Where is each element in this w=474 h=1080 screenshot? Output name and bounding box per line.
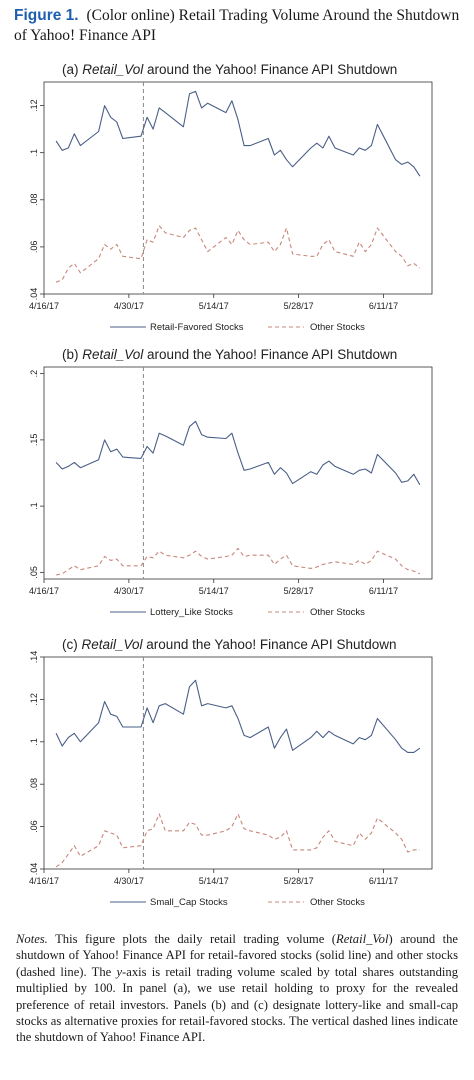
series-line-favored-stocks — [55, 420, 421, 486]
x-tick-label: 5/28/17 — [284, 586, 314, 596]
series-line-favored-stocks — [55, 679, 421, 753]
x-tick-label: 5/14/17 — [199, 586, 229, 596]
panel-title-prefix: (c) — [62, 637, 82, 652]
x-tick-label: 4/16/17 — [29, 876, 59, 886]
y-tick-label: .08 — [29, 778, 39, 791]
figure-title: Figure 1. (Color online) Retail Trading … — [14, 6, 464, 46]
notes-var-y: y — [116, 964, 123, 979]
plot-frame — [43, 81, 433, 295]
y-tick-label: .2 — [29, 370, 39, 378]
panel-title-rest: around the Yahoo! Finance API Shutdown — [143, 637, 397, 652]
legend-label: Small_Cap Stocks — [150, 897, 228, 908]
figure-caption: (Color online) Retail Trading Volume Aro… — [14, 7, 460, 44]
x-tick-label: 5/28/17 — [284, 301, 314, 311]
y-tick-label: .04 — [29, 863, 39, 876]
panel-title-variable: Retail_Vol — [82, 347, 144, 362]
series-line-other-stocks — [55, 225, 421, 283]
y-tick-label: .12 — [29, 693, 39, 706]
figure-label: Figure 1. — [14, 7, 79, 24]
panel-title-variable: Retail_Vol — [82, 637, 144, 652]
panel-title: (b) Retail_Vol around the Yahoo! Finance… — [62, 347, 397, 362]
y-tick-label: .15 — [29, 434, 39, 447]
series-line-other-stocks — [55, 813, 420, 868]
y-tick-label: .04 — [29, 288, 39, 301]
panel-title-rest: around the Yahoo! Finance API Shutdown — [143, 347, 397, 362]
notes-label: Notes. — [16, 932, 48, 946]
notes-text-1: This figure plots the daily retail tradi… — [47, 932, 336, 946]
panel-title: (c) Retail_Vol around the Yahoo! Finance… — [62, 637, 396, 652]
legend-label: Other Stocks — [310, 322, 365, 333]
chart-panel-c: (c) Retail_Vol around the Yahoo! Finance… — [29, 637, 433, 908]
panel-title-prefix: (a) — [62, 62, 82, 77]
panel-title-prefix: (b) — [62, 347, 82, 362]
x-tick-label: 4/30/17 — [114, 586, 144, 596]
plot-frame — [43, 366, 433, 580]
notes-text-3: -axis is retail trading volume scaled by… — [16, 964, 458, 1045]
series-line-other-stocks — [55, 547, 421, 576]
figure-notes: Notes. This figure plots the daily retai… — [16, 931, 458, 1046]
x-tick-label: 6/11/17 — [369, 586, 398, 596]
y-tick-label: .12 — [29, 99, 39, 112]
x-tick-label: 4/16/17 — [29, 586, 59, 596]
panel-title-rest: around the Yahoo! Finance API Shutdown — [143, 62, 397, 77]
x-tick-label: 5/14/17 — [199, 301, 229, 311]
x-tick-label: 4/30/17 — [114, 301, 144, 311]
x-tick-label: 4/16/17 — [29, 301, 59, 311]
y-tick-label: .1 — [29, 149, 39, 157]
x-tick-label: 5/28/17 — [284, 876, 314, 886]
y-tick-label: .14 — [29, 651, 39, 664]
plot-frame — [43, 656, 433, 870]
x-tick-label: 5/14/17 — [199, 876, 229, 886]
chart-panel-a: (a) Retail_Vol around the Yahoo! Finance… — [29, 62, 433, 333]
panel-title-variable: Retail_Vol — [82, 62, 144, 77]
y-tick-label: .05 — [29, 566, 39, 579]
chart-panel-b: (b) Retail_Vol around the Yahoo! Finance… — [29, 347, 433, 618]
x-tick-label: 6/11/17 — [369, 301, 398, 311]
series-line-favored-stocks — [55, 90, 421, 177]
notes-text-2: ) around the shutdown of Yahoo! Finance … — [16, 932, 458, 979]
y-tick-label: .06 — [29, 820, 39, 833]
x-tick-label: 4/30/17 — [114, 876, 144, 886]
legend-label: Other Stocks — [310, 897, 365, 908]
y-tick-label: .1 — [29, 502, 39, 510]
x-tick-label: 6/11/17 — [369, 876, 398, 886]
legend-label: Retail-Favored Stocks — [150, 322, 244, 333]
notes-var-retail-vol: Retail_Vol — [336, 932, 389, 946]
y-tick-label: .08 — [29, 194, 39, 207]
y-tick-label: .06 — [29, 241, 39, 254]
y-tick-label: .1 — [29, 738, 39, 746]
legend-label: Other Stocks — [310, 607, 365, 618]
legend-label: Lottery_Like Stocks — [150, 607, 233, 618]
panel-title: (a) Retail_Vol around the Yahoo! Finance… — [62, 62, 397, 77]
